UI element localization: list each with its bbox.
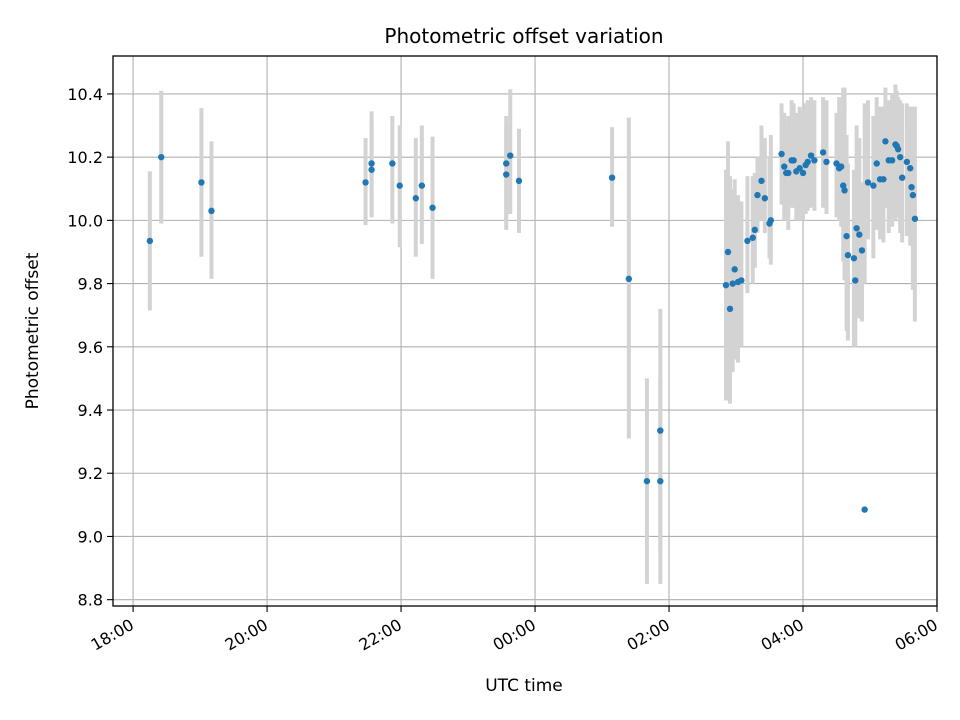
data-point (811, 157, 818, 164)
data-point (368, 166, 375, 173)
data-point (864, 179, 872, 186)
data-point (503, 171, 510, 178)
data-point (389, 160, 396, 167)
chart-title: Photometric offset variation (384, 24, 663, 48)
data-point (722, 281, 730, 289)
data-point (726, 305, 734, 313)
y-tick-label: 9.8 (78, 275, 103, 294)
y-axis-title: Photometric offset (23, 252, 43, 409)
x-tick-label: 06:00 (892, 615, 941, 655)
data-point (781, 163, 788, 170)
data-point (751, 226, 758, 234)
data-point (790, 157, 797, 164)
data-point (146, 237, 154, 245)
data-point (807, 152, 815, 159)
data-point (767, 217, 775, 224)
data-point (785, 169, 792, 177)
data-point (368, 160, 375, 167)
data-point (896, 153, 904, 161)
data-point (909, 191, 917, 199)
data-point (657, 477, 664, 485)
data-point (799, 169, 807, 177)
data-point (833, 160, 840, 167)
data-point (838, 163, 845, 170)
data-point (208, 207, 215, 215)
x-tick-label: 18:00 (88, 615, 137, 655)
data-point (823, 158, 830, 166)
data-point (412, 195, 420, 202)
data-point (852, 277, 859, 284)
data-point (870, 182, 877, 189)
data-point (754, 191, 761, 199)
data-point (911, 215, 919, 222)
data-point (898, 174, 906, 181)
data-point (882, 138, 889, 145)
data-point (515, 177, 523, 185)
data-point (888, 157, 896, 164)
y-tick-label: 8.8 (78, 591, 103, 610)
data-point (507, 152, 514, 159)
data-point (843, 232, 850, 240)
y-tick-label: 10.0 (67, 211, 103, 230)
x-tick-label: 00:00 (490, 615, 539, 655)
data-point (853, 225, 860, 232)
data-points (146, 138, 919, 513)
error-bars (147, 84, 917, 584)
y-tick-label: 9.6 (78, 338, 103, 357)
data-point (907, 165, 914, 172)
data-point (724, 248, 732, 256)
y-axis-ticks: 8.8 9.0 9.2 9.4 9.6 9.8 10.0 10.2 10.4 (67, 85, 113, 610)
data-point (908, 183, 915, 191)
data-point (804, 158, 811, 166)
data-point (396, 182, 403, 189)
y-tick-label: 10.2 (67, 148, 103, 167)
data-point (643, 477, 651, 485)
data-point (729, 280, 736, 287)
data-point (861, 506, 868, 513)
data-point (841, 187, 848, 194)
data-point (749, 234, 756, 241)
data-point (608, 174, 616, 181)
y-tick-label: 9.2 (78, 464, 103, 483)
data-point (198, 179, 205, 186)
plot-frame (112, 55, 938, 607)
data-point (362, 179, 369, 186)
data-point (731, 266, 738, 273)
data-point (873, 160, 880, 167)
x-axis-title: UTC time (485, 676, 563, 696)
data-point (894, 146, 902, 153)
x-axis-ticks: 18:00 20:00 22:00 00:00 02:00 04:00 06:00 (88, 606, 941, 655)
data-point (657, 427, 664, 434)
data-point (850, 255, 858, 262)
x-tick-label: 22:00 (356, 615, 405, 655)
data-point (158, 153, 165, 161)
x-tick-label: 04:00 (758, 615, 807, 655)
y-tick-label: 9.0 (78, 527, 103, 546)
data-point (778, 150, 785, 158)
data-point (856, 231, 863, 238)
data-point (880, 176, 887, 183)
x-tick-label: 20:00 (222, 615, 271, 655)
data-point (858, 247, 866, 254)
data-point (819, 149, 827, 156)
data-point (738, 277, 745, 284)
data-point (503, 160, 510, 167)
y-tick-label: 10.4 (67, 85, 103, 104)
data-point (625, 275, 633, 283)
data-point (744, 237, 751, 245)
data-point (758, 177, 765, 185)
data-point (761, 195, 769, 202)
data-point (796, 165, 803, 172)
data-point (429, 204, 436, 211)
data-point (903, 158, 911, 166)
y-tick-label: 9.4 (78, 401, 103, 420)
data-point (418, 182, 426, 189)
x-tick-label: 02:00 (624, 615, 673, 655)
data-point (844, 251, 852, 259)
